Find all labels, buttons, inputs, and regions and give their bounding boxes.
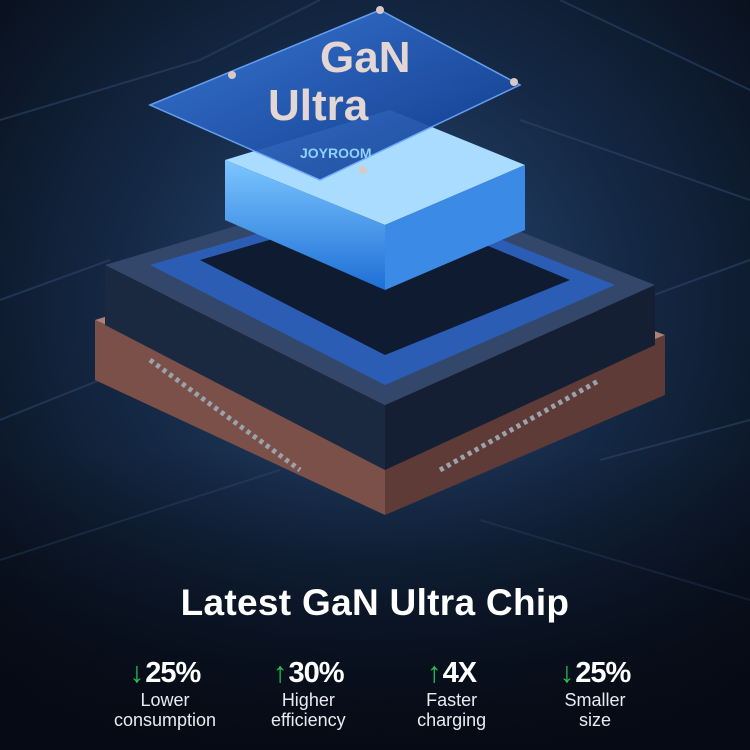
- stat-value: 25%: [575, 657, 631, 689]
- joyroom-logo: JOYROOM: [300, 145, 372, 161]
- svg-text:GaN: GaN: [320, 33, 410, 82]
- stat-label: Smaller: [564, 690, 626, 710]
- stat-label: Higher: [281, 690, 335, 710]
- arrow-up-icon: ↑: [427, 657, 441, 689]
- chip-pins: [148, 357, 602, 473]
- stat-label: Lower: [140, 690, 190, 710]
- gan-ultra-label: GaN Ultra: [268, 33, 410, 130]
- svg-text:Ultra: Ultra: [268, 81, 369, 130]
- headline: Latest GaN Ultra Chip: [180, 582, 570, 623]
- stat-label: Faster: [426, 690, 478, 710]
- feature-stats: ↓25% Lower consumption ↑30% Higher effic…: [95, 656, 665, 730]
- stat-label: efficiency: [270, 710, 346, 730]
- arrow-down-icon: ↓: [559, 657, 574, 689]
- plate-screws: [228, 6, 518, 174]
- stat-efficiency: ↑30% Higher efficiency: [238, 656, 378, 730]
- arrow-down-icon: ↓: [129, 657, 144, 689]
- arrow-up-icon: ↑: [273, 657, 287, 689]
- stat-label: charging: [417, 710, 487, 730]
- stat-charging: ↑4X Faster charging: [382, 656, 522, 730]
- glass-label-plate: [148, 9, 522, 181]
- stat-label: size: [578, 710, 611, 730]
- stat-consumption: ↓25% Lower consumption: [95, 656, 235, 730]
- stat-value: 25%: [145, 657, 201, 689]
- stat-size: ↓25% Smaller size: [525, 656, 665, 730]
- stat-value: 4X: [442, 657, 477, 689]
- stat-label: consumption: [113, 710, 217, 730]
- stat-value: 30%: [288, 657, 345, 689]
